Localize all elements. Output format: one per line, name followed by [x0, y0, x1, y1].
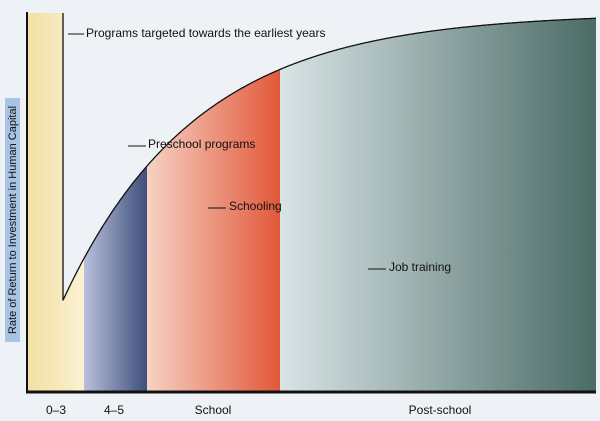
return-curve-group	[62, 13, 596, 301]
annotation-label-1: Preschool programs	[148, 137, 255, 151]
period-bands	[27, 13, 596, 392]
x-tick-label-0: 0–3	[46, 403, 66, 417]
x-tick-label-2: School	[195, 403, 232, 417]
y-axis-label-group: Rate of Return to Investment in Human Ca…	[5, 98, 20, 342]
period-band-school	[147, 69, 280, 392]
annotation-label-0: Programs targeted towards the earliest y…	[86, 26, 325, 40]
period-band-0-3	[27, 13, 84, 391]
return-curve	[62, 13, 596, 301]
x-tick-labels: 0–3 4–5 School Post-school	[46, 403, 471, 417]
x-tick-label-3: Post-school	[409, 403, 472, 417]
annotation-label-2: Schooling	[229, 199, 282, 213]
annotations: Programs targeted towards the earliest y…	[68, 26, 451, 274]
y-axis-label-bar	[5, 98, 20, 342]
period-band-post-school	[280, 18, 596, 392]
axes	[26, 12, 596, 394]
period-band-4-5	[84, 166, 147, 391]
x-tick-label-1: 4–5	[104, 403, 124, 417]
annotation-label-3: Job training	[389, 260, 451, 274]
y-axis-label: Rate of Return to Investment in Human Ca…	[7, 106, 19, 334]
